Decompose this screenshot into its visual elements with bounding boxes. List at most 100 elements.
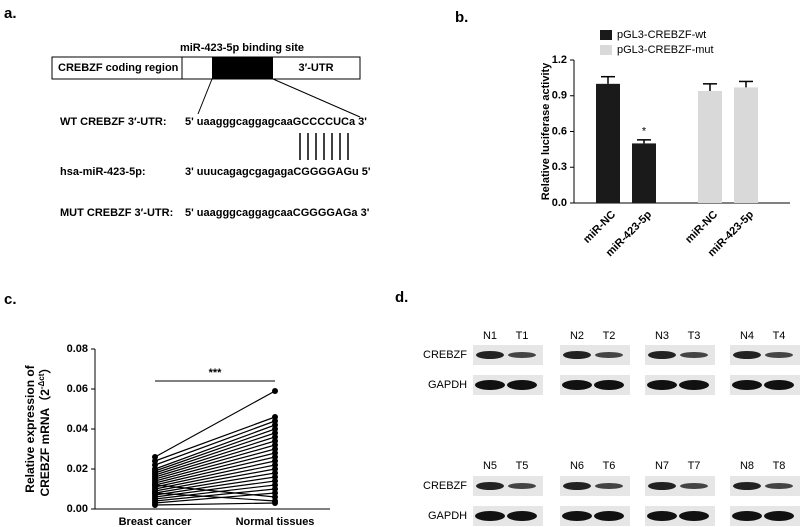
y-tick-label: 0.08 bbox=[67, 343, 88, 355]
row-label: hsa-miR-423-5p: bbox=[60, 166, 146, 178]
annotation: *** bbox=[209, 367, 223, 379]
band bbox=[594, 380, 624, 390]
band bbox=[647, 511, 677, 521]
lane-label: T1 bbox=[516, 330, 529, 342]
panel-label: d. bbox=[395, 289, 408, 306]
gene-box bbox=[51, 56, 361, 80]
protein-label: GAPDH bbox=[428, 510, 467, 522]
pair-line bbox=[154, 460, 276, 488]
x-tick-label: Breast cancer bbox=[119, 516, 192, 527]
base-pairs bbox=[299, 133, 349, 160]
western-blot: CREBZF GAPDH N1 T1 N2 T2 N3 T3 N4 T4 CREBZF GAPDH N5… bbox=[423, 330, 800, 526]
band bbox=[507, 380, 537, 390]
band bbox=[680, 483, 708, 489]
lane-label: T6 bbox=[603, 460, 616, 472]
pair-line bbox=[154, 432, 276, 474]
zoom-line bbox=[197, 78, 213, 115]
pair-line bbox=[154, 484, 276, 498]
sequence: 3' uuucagagcgagagaCGGGGAGu 5' bbox=[185, 166, 371, 178]
band bbox=[476, 482, 504, 490]
point bbox=[152, 502, 158, 508]
band bbox=[732, 380, 762, 390]
sequence: 5' uaagggcaggagcaaCGGGGAGa 3' bbox=[185, 207, 370, 219]
lane-label: N6 bbox=[570, 460, 584, 472]
band bbox=[507, 511, 537, 521]
y-tick-label: 0.9 bbox=[552, 90, 567, 102]
legend-label: pGL3-CREBZF-mut bbox=[617, 44, 714, 56]
lane-label: T8 bbox=[773, 460, 786, 472]
band bbox=[595, 483, 623, 489]
pair-line bbox=[154, 488, 276, 502]
lane-label: N5 bbox=[483, 460, 497, 472]
band bbox=[595, 352, 623, 358]
y-tick-label: 0.0 bbox=[552, 197, 567, 209]
pair-line bbox=[154, 492, 276, 502]
pair-line bbox=[154, 436, 276, 476]
band bbox=[475, 380, 505, 390]
pair-line bbox=[154, 428, 276, 472]
pair-line bbox=[154, 424, 276, 470]
y-label-part: ） bbox=[37, 362, 52, 374]
pair-line bbox=[154, 502, 276, 506]
lane-label: T2 bbox=[603, 330, 616, 342]
band bbox=[765, 483, 793, 489]
y-tick-label: 0.02 bbox=[67, 463, 88, 475]
band bbox=[765, 352, 793, 358]
band bbox=[764, 380, 794, 390]
lane-label: T3 bbox=[688, 330, 701, 342]
point bbox=[152, 482, 158, 488]
band bbox=[648, 482, 676, 490]
pair-line bbox=[154, 440, 276, 478]
lane-label: N8 bbox=[740, 460, 754, 472]
band bbox=[732, 511, 762, 521]
bar bbox=[734, 87, 758, 203]
lane-label: T4 bbox=[773, 330, 786, 342]
band bbox=[508, 483, 536, 489]
panel-label: c. bbox=[4, 291, 17, 308]
protein-label: GAPDH bbox=[428, 379, 467, 391]
band bbox=[563, 351, 591, 359]
band bbox=[562, 511, 592, 521]
coding-region: CREBZF coding region bbox=[58, 62, 179, 74]
band bbox=[648, 351, 676, 359]
pair-line bbox=[154, 444, 276, 480]
bar bbox=[632, 143, 656, 203]
x-tick-label: Normal tissues bbox=[236, 516, 315, 527]
row-label: MUT CREBZF 3′-UTR: bbox=[60, 207, 173, 219]
point bbox=[272, 388, 278, 394]
bar bbox=[596, 83, 620, 203]
y-tick-label: 1.2 bbox=[552, 54, 567, 66]
pair-line bbox=[154, 452, 276, 484]
pair-line bbox=[154, 456, 276, 486]
band bbox=[562, 380, 592, 390]
y-tick-label: 0.00 bbox=[67, 503, 88, 515]
band bbox=[476, 351, 504, 359]
y-tick-label: 0.6 bbox=[552, 125, 567, 137]
legend-label: pGL3-CREBZF-wt bbox=[617, 29, 706, 41]
protein-label: CREBZF bbox=[423, 349, 467, 361]
lane-label: N1 bbox=[483, 330, 497, 342]
pair-line bbox=[154, 464, 276, 490]
band bbox=[680, 352, 708, 358]
y-label-line: Relative expression of bbox=[23, 364, 37, 492]
pair-line bbox=[154, 416, 276, 462]
y-axis-label: Relative expression ofCREBZF mRNA（2-Δct） bbox=[23, 362, 52, 497]
lane-label: N2 bbox=[570, 330, 584, 342]
pair-line bbox=[154, 472, 276, 494]
band bbox=[563, 482, 591, 490]
pair-line bbox=[154, 484, 276, 500]
pair-line bbox=[154, 420, 276, 466]
band bbox=[679, 511, 709, 521]
lane-label: T5 bbox=[516, 460, 529, 472]
x-tick-label: miR-NC bbox=[581, 209, 618, 246]
band bbox=[679, 380, 709, 390]
band bbox=[764, 511, 794, 521]
lane-label: N4 bbox=[740, 330, 754, 342]
band bbox=[508, 352, 536, 358]
pair-line bbox=[154, 390, 276, 458]
x-tick-label: miR-NC bbox=[683, 209, 720, 246]
y-label-part: -Δct bbox=[37, 373, 46, 389]
lane-label: N7 bbox=[655, 460, 669, 472]
band bbox=[733, 351, 761, 359]
